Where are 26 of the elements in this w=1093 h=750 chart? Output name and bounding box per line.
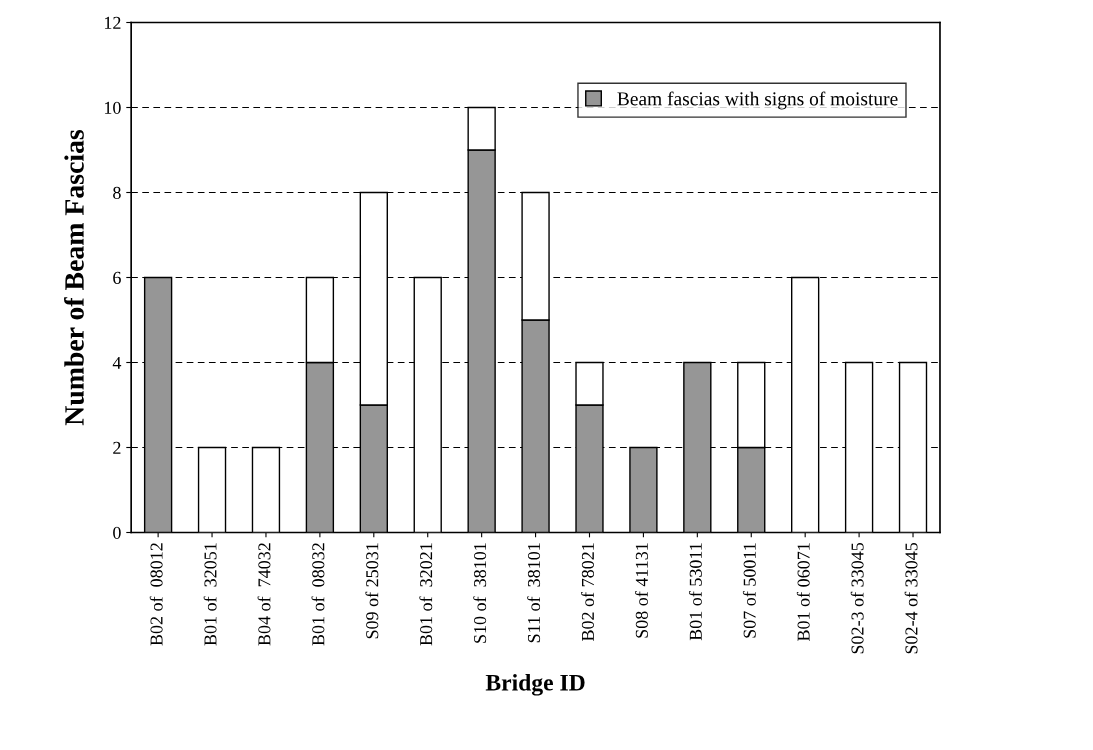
- x-tick-label: S02-3 of 33045: [850, 542, 864, 654]
- x-tick-label: S11 of 38101: [527, 543, 541, 643]
- x-tick-label: S09 of 25031: [365, 543, 379, 639]
- x-tick-label: B02 of 78021: [581, 543, 595, 642]
- x-tick-label: S02-4 of 33045: [904, 542, 918, 654]
- x-axis-title: Bridge ID: [485, 674, 585, 696]
- y-axis-title: Number of Beam Fascias: [64, 129, 84, 426]
- y-tick-label: 0: [113, 526, 121, 539]
- bar: [683, 361, 712, 533]
- x-tick-label: B01 of 53011: [688, 543, 702, 641]
- y-tick-label: 4: [112, 356, 122, 369]
- x-tick-label: B01 of 32051: [203, 543, 217, 646]
- x-tick-label: S10 of 38101: [473, 543, 487, 643]
- y-tick-label: 8: [113, 186, 121, 199]
- x-tick-label: S07 of 50011: [742, 543, 756, 638]
- x-tick-label: S08 of 41131: [635, 543, 648, 638]
- x-tick-label: B01 of 06071: [796, 543, 810, 642]
- y-tick-label: 2: [113, 441, 121, 454]
- x-tick-label: B04 of 74032: [257, 543, 271, 646]
- x-tick-label: B01 of 32021: [419, 543, 433, 646]
- legend-label: Beam fascias with signs of moisture: [617, 91, 898, 110]
- x-tick-label: B02 of 08012: [149, 543, 163, 646]
- y-tick-label: 10: [104, 101, 121, 114]
- y-tick-label: 6: [113, 271, 121, 284]
- y-tick-label: 12: [104, 16, 121, 29]
- x-tick-label: B01 of 08032: [311, 543, 325, 646]
